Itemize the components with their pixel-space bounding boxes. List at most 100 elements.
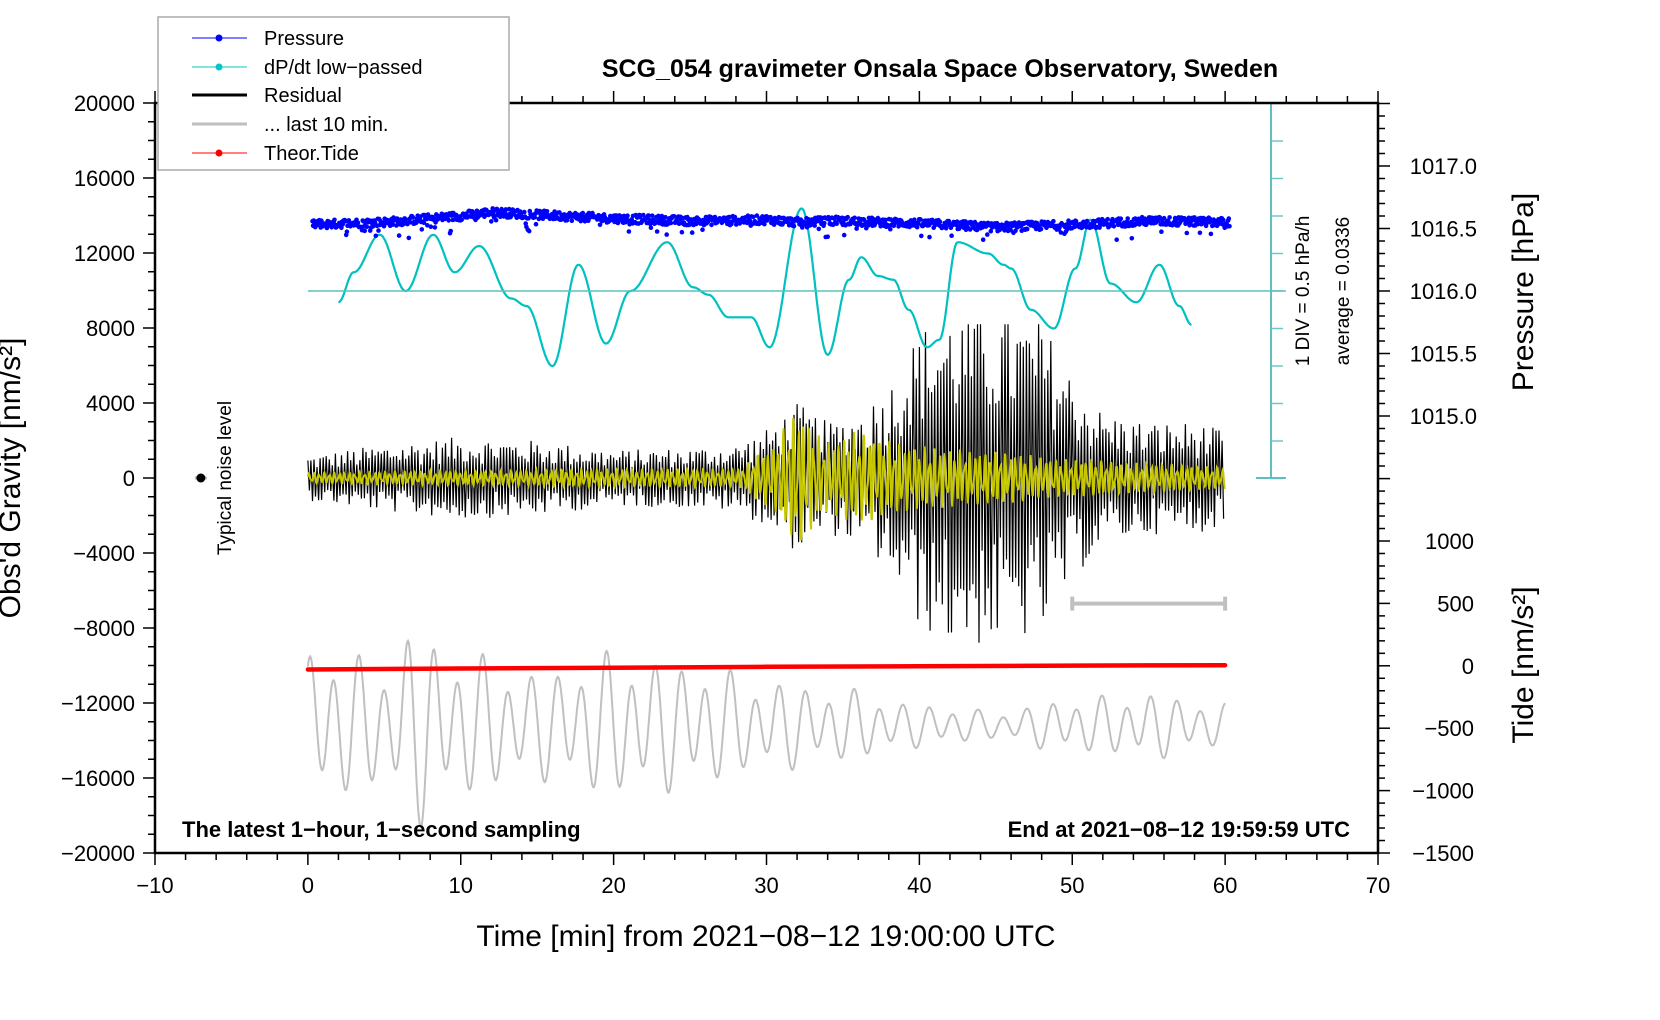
pressure-point (1105, 216, 1110, 222)
annotation-sampling: The latest 1−hour, 1−second sampling (182, 817, 581, 842)
pressure-point (446, 218, 452, 223)
pressure-point (526, 228, 532, 234)
pressure-point (1208, 231, 1214, 237)
pressure-point (927, 234, 932, 240)
legend-swatch-dot (215, 149, 223, 157)
x-tick-label: 60 (1213, 873, 1237, 898)
x-tick-label: 20 (601, 873, 625, 898)
y-left-tick-label: −12000 (61, 691, 135, 716)
pressure-point (985, 232, 990, 237)
pressure-point (459, 217, 465, 222)
pressure-point (888, 226, 893, 232)
legend-label: Residual (264, 85, 342, 107)
pressure-point (943, 225, 949, 231)
pressure-point (428, 224, 434, 229)
y-tide-tick-label: 1000 (1425, 529, 1474, 554)
pressure-point (532, 215, 537, 220)
pressure-point (626, 229, 632, 234)
pressure-point (506, 206, 512, 212)
pressure-point (650, 213, 655, 218)
x-tick-label: 10 (449, 873, 473, 898)
x-tick-label: 30 (754, 873, 778, 898)
pressure-point (664, 232, 669, 237)
pressure-point (679, 229, 685, 235)
pressure-point (1111, 224, 1117, 229)
chart-extras (194, 102, 1286, 611)
pressure-point (700, 227, 705, 232)
x-tick-label: 0 (302, 873, 314, 898)
pressure-point (883, 217, 888, 223)
pressure-point (912, 217, 917, 222)
pressure-point (816, 226, 822, 232)
pressure-point (754, 213, 760, 218)
pressure-point (825, 234, 830, 239)
pressure-point (822, 220, 827, 226)
dpdt-series (338, 207, 1192, 368)
pressure-point (751, 214, 756, 220)
pressure-point (967, 227, 973, 232)
residual-filtered-line (306, 417, 1226, 541)
pressure-point (672, 214, 677, 219)
residual-line (307, 324, 1225, 643)
y-tide-tick-label: 500 (1437, 591, 1474, 616)
last10-line (306, 638, 1226, 829)
pressure-point (1227, 223, 1232, 229)
pressure-point (1024, 226, 1030, 232)
pressure-point (1195, 221, 1201, 227)
y-pressure-tick-label: 1016.5 (1410, 217, 1477, 242)
legend-label: Theor.Tide (264, 143, 359, 165)
y-tide-tick-label: −1500 (1412, 841, 1474, 866)
pressure-point (390, 222, 396, 227)
pressure-point (1184, 230, 1190, 236)
pressure-point (654, 229, 660, 234)
pressure-point (918, 217, 923, 222)
y-axis-title-pressure: Pressure [hPa] (1507, 193, 1540, 391)
pressure-point (421, 220, 427, 226)
pressure-point (1167, 215, 1172, 220)
pressure-point (544, 209, 550, 214)
pressure-point (569, 218, 575, 223)
y-pressure-tick-label: 1015.5 (1410, 342, 1477, 367)
pressure-point (597, 222, 603, 228)
legend-swatch-dot (215, 34, 223, 42)
pressure-point (1051, 218, 1056, 224)
pressure-point (355, 220, 361, 226)
residual-series (307, 324, 1225, 643)
pressure-point (580, 210, 586, 216)
dpdt-scale-label: 1 DIV = 0.5 hPa/h (1293, 216, 1314, 367)
residual-filtered-series (306, 417, 1226, 541)
pressure-point (852, 215, 857, 221)
pressure-point (613, 213, 619, 218)
legend-swatch-dot (215, 63, 223, 71)
pressure-point (373, 233, 379, 239)
pressure-point (499, 206, 504, 212)
pressure-point (914, 224, 920, 230)
pressure-point (406, 235, 412, 241)
y-left-tick-label: 16000 (74, 166, 135, 191)
y-left-tick-label: −16000 (61, 766, 135, 791)
tide-series (305, 662, 1228, 672)
pressure-point (949, 233, 954, 238)
pressure-point (493, 217, 499, 223)
pressure-point (861, 217, 867, 223)
y-left-tick-label: 20000 (74, 91, 135, 116)
pressure-point (526, 216, 531, 221)
pressure-point (1161, 215, 1167, 221)
legend-label: ... last 10 min. (264, 114, 389, 136)
pressure-point (896, 224, 901, 229)
pressure-point (1226, 216, 1232, 221)
pressure-point (646, 213, 652, 218)
x-tick-label: 70 (1366, 873, 1390, 898)
pressure-point (1084, 218, 1090, 224)
pressure-point (425, 223, 430, 228)
x-tick-label: 50 (1060, 873, 1084, 898)
last10-series (306, 638, 1226, 829)
pressure-point (668, 220, 674, 226)
pressure-point (489, 219, 494, 224)
pressure-point (878, 223, 883, 229)
pressure-point (344, 229, 350, 234)
pressure-point (332, 217, 337, 223)
pressure-point (1129, 236, 1135, 241)
pressure-point (503, 207, 509, 212)
